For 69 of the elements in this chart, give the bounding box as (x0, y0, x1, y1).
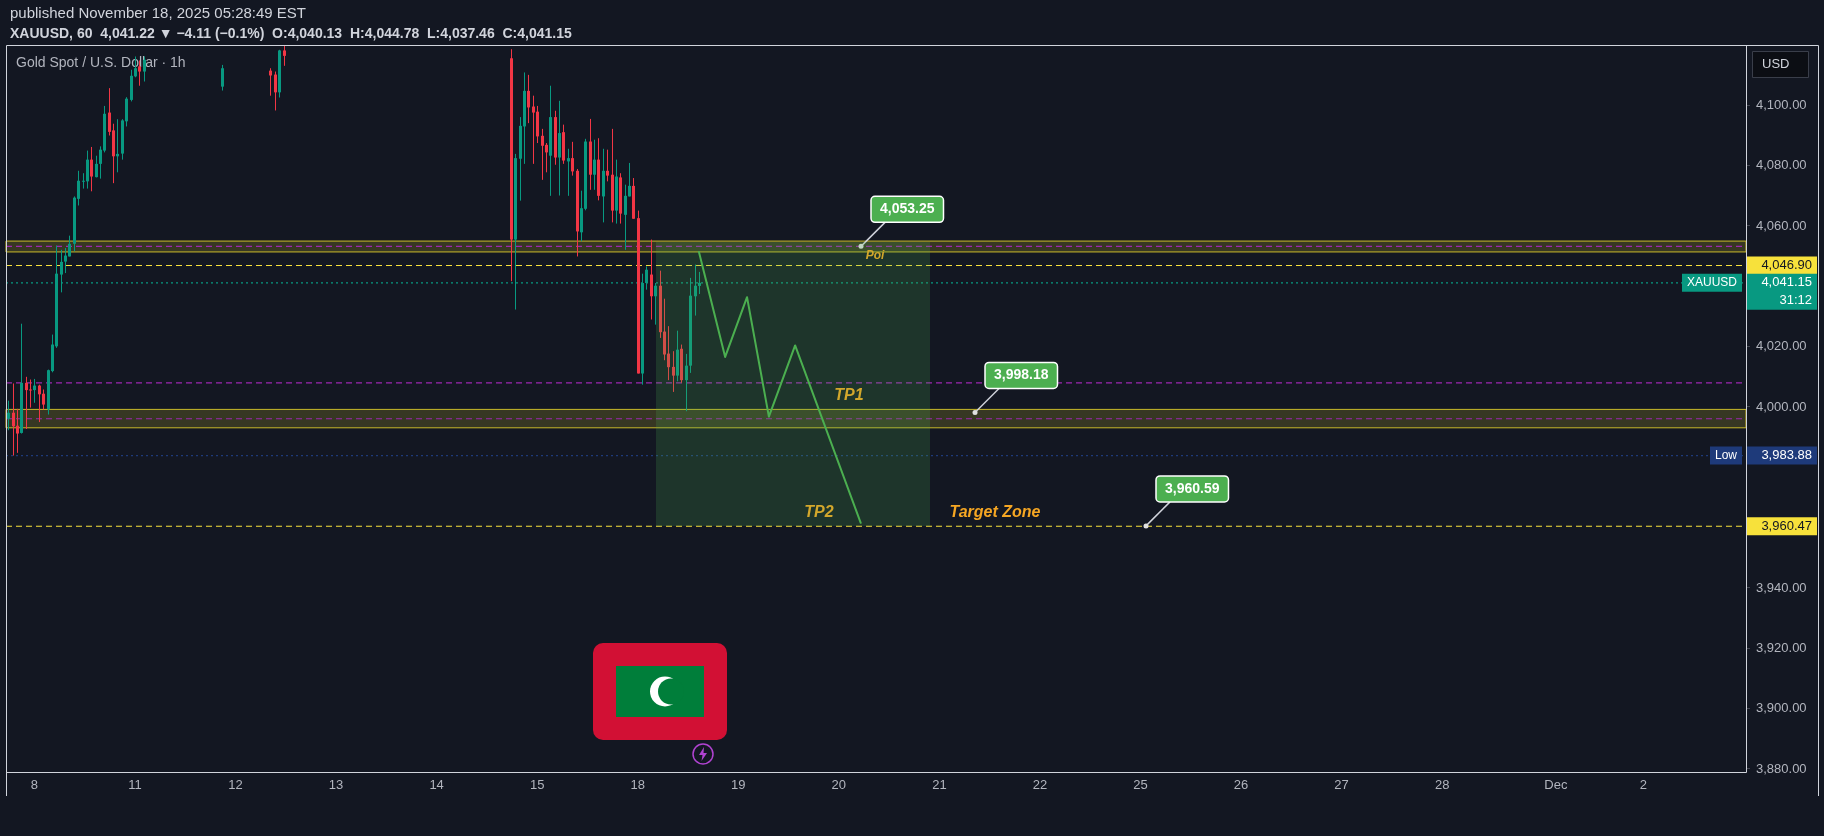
candlestick (90, 146, 93, 192)
annotation: 4,053.25 (880, 200, 935, 217)
candlestick (567, 148, 570, 197)
x-tick-label: 19 (731, 777, 746, 793)
candlestick (64, 247, 67, 274)
candlestick (29, 379, 32, 409)
y-tick-label: 3,940.00 (1756, 579, 1807, 595)
annotation: 3,960.59 (1165, 479, 1220, 496)
x-tick-label: 12 (228, 777, 243, 793)
candlestick (593, 139, 596, 191)
annotation: XAUUSD (1686, 275, 1738, 290)
annotation: TP2 (804, 502, 834, 520)
candlestick (628, 162, 631, 197)
annotation: Target Zone (949, 502, 1041, 520)
x-tick-label: 15 (529, 777, 545, 793)
y-tick-label: 4,100.00 (1756, 96, 1807, 112)
y-tick-label: 3,880.00 (1756, 760, 1807, 776)
annotation: Poi (865, 247, 885, 262)
x-tick-label: 20 (831, 777, 847, 793)
candlestick (571, 141, 574, 177)
x-tick-label: 8 (30, 777, 39, 793)
candlestick (283, 45, 286, 67)
annotation: 3,998.18 (994, 366, 1049, 383)
candlestick (38, 384, 41, 423)
candlestick (25, 376, 28, 430)
ref-line-label: 3,983.88 (1761, 447, 1812, 463)
text: published November 18, 2025 05:28:49 EST (10, 4, 307, 22)
candlestick (42, 389, 45, 410)
chart-subtitle: XAUUSD, 60 4,041.22 ▼ −4.11 (−0.1%) O:4,040.13 H:4,044.78 L:4,037.46 C:4,041.15 (10, 24, 572, 41)
candlestick (82, 172, 85, 190)
candlestick (672, 350, 675, 393)
candlestick (527, 74, 530, 124)
candlestick (541, 128, 544, 181)
ref-line-label: 4,046.90 (1761, 257, 1812, 273)
x-tick-label: 11 (128, 777, 142, 793)
candlestick (532, 95, 535, 165)
annotation: Low (1714, 447, 1738, 462)
candlestick (86, 150, 89, 190)
candlestick (624, 184, 627, 251)
candlestick (16, 408, 19, 454)
x-tick-label: 26 (1233, 777, 1249, 793)
candlestick (274, 71, 277, 111)
x-tick-label: 28 (1434, 777, 1450, 793)
y-tick-label: 3,900.00 (1756, 700, 1807, 716)
x-tick-label: 18 (630, 777, 645, 793)
x-tick-label: Dec (1544, 777, 1568, 793)
candlestick (667, 325, 670, 381)
y-tick-label: 4,060.00 (1756, 217, 1807, 233)
y-tick-label: 3,920.00 (1756, 639, 1807, 655)
x-tick-label: 27 (1334, 777, 1349, 793)
x-tick-label: 13 (328, 777, 344, 793)
candlestick (7, 400, 10, 431)
x-tick-label: 22 (1032, 777, 1048, 793)
y-tick-label: 4,000.00 (1756, 398, 1807, 414)
x-tick-label: 2 (1639, 777, 1647, 793)
candlestick (606, 149, 609, 182)
ref-line-label: 4,041.15 31:12 (1761, 274, 1812, 308)
y-tick-label: 4,080.00 (1756, 157, 1807, 173)
x-tick-label: 21 (932, 777, 947, 793)
candlestick (221, 64, 224, 92)
annotation: TP1 (834, 385, 864, 403)
x-tick-label: 14 (429, 777, 444, 793)
candlestick (12, 382, 15, 457)
x-tick-label: 25 (1133, 777, 1148, 793)
ref-line-label: 3,960.47 (1761, 517, 1812, 533)
y-axis-title: USD (1762, 55, 1790, 71)
y-tick-label: 4,020.00 (1756, 338, 1807, 354)
candlestick (650, 239, 653, 321)
candlestick (685, 353, 688, 412)
